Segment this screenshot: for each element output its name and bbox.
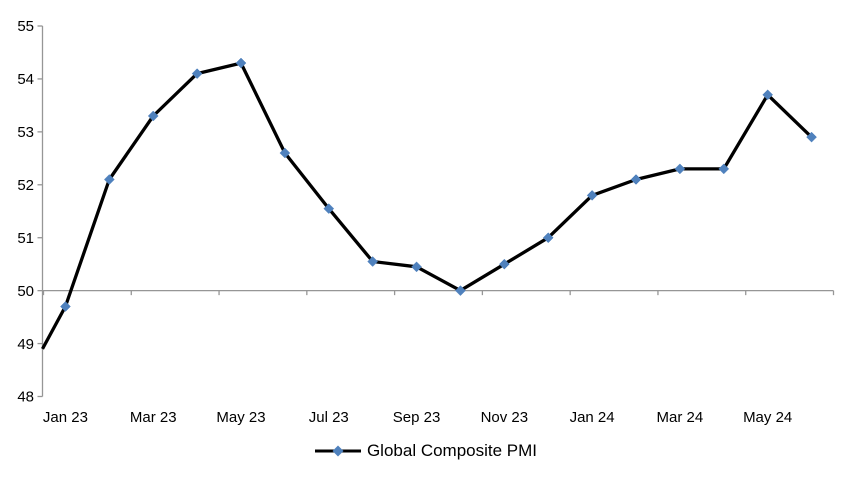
legend-marker-icon — [314, 445, 361, 457]
x-axis-tick-label: Nov 23 — [481, 409, 529, 426]
data-point-marker — [586, 190, 598, 201]
data-point-marker — [762, 89, 774, 101]
x-axis-tick-label: Mar 23 — [130, 409, 177, 426]
y-axis-tick-label: 51 — [17, 230, 34, 247]
x-axis-tick-label: Mar 24 — [657, 409, 704, 426]
data-point-marker — [498, 258, 510, 270]
data-point-marker — [367, 256, 379, 267]
chart-legend: Global Composite PMI — [0, 438, 852, 464]
data-point-marker — [674, 163, 686, 175]
data-point-marker — [60, 301, 71, 312]
data-point-marker — [147, 110, 159, 122]
data-point-marker — [103, 174, 115, 185]
y-axis-tick-label: 55 — [17, 18, 34, 35]
x-axis-tick-label: Jan 24 — [570, 409, 615, 426]
y-axis-tick-label: 49 — [17, 336, 34, 353]
data-point-marker — [455, 285, 466, 296]
pmi-line-series — [41, 61, 813, 350]
y-axis-tick-label: 50 — [17, 283, 34, 300]
y-axis-tick-label: 48 — [17, 389, 34, 406]
x-axis-tick-label: May 23 — [216, 409, 265, 426]
x-axis-tick-label: Jan 23 — [43, 409, 88, 426]
data-point-marker — [191, 68, 203, 79]
x-axis-tick-label: Sep 23 — [393, 409, 441, 426]
data-point-marker — [806, 131, 817, 143]
data-point-marker — [718, 163, 730, 175]
data-point-marker — [235, 57, 247, 69]
data-point-marker — [411, 261, 422, 273]
x-axis-tick-label: Jul 23 — [309, 409, 349, 426]
legend-diamond-icon — [332, 445, 344, 457]
legend-series-label: Global Composite PMI — [366, 441, 538, 460]
data-point-marker — [323, 203, 335, 214]
data-point-marker — [542, 232, 554, 244]
data-point-marker — [630, 174, 642, 185]
y-axis-tick-label: 52 — [17, 177, 34, 194]
x-axis-tick-label: May 24 — [743, 409, 792, 426]
y-axis-tick-label: 53 — [17, 124, 34, 141]
y-axis-tick-label: 54 — [17, 71, 34, 88]
data-point-marker — [279, 147, 291, 159]
